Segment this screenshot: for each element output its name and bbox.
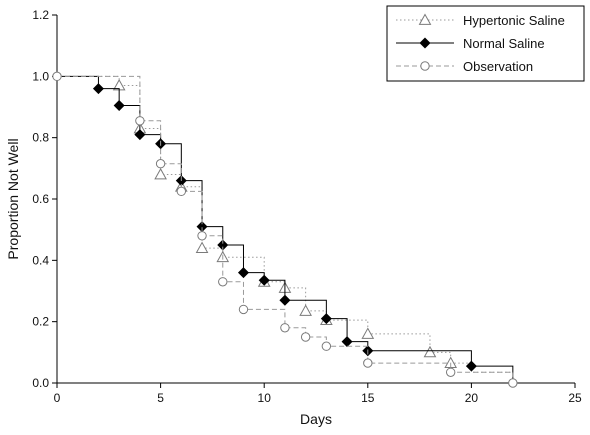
y-tick-label: 1.0 bbox=[32, 69, 49, 83]
data-point bbox=[197, 231, 207, 241]
x-axis-title: Days bbox=[300, 411, 332, 427]
data-point bbox=[134, 129, 146, 141]
legend: Hypertonic Saline Normal Saline Observatio… bbox=[386, 5, 585, 82]
x-tick-label: 15 bbox=[361, 391, 375, 405]
y-tick-label: 0.6 bbox=[32, 192, 49, 206]
legend-marker bbox=[420, 61, 430, 71]
y-tick-label: 0.8 bbox=[32, 131, 49, 145]
legend-label: Observation bbox=[463, 59, 533, 74]
data-point bbox=[299, 304, 312, 316]
data-point bbox=[445, 367, 456, 377]
series-line bbox=[57, 75, 514, 383]
data-point bbox=[238, 304, 249, 315]
y-axis-title: Proportion Not Well bbox=[5, 138, 21, 259]
legend-label: Hypertonic Saline bbox=[463, 13, 565, 28]
x-tick-label: 25 bbox=[568, 391, 582, 405]
data-point bbox=[135, 116, 145, 126]
data-point bbox=[341, 336, 353, 348]
y-tick-label: 0.2 bbox=[32, 315, 49, 329]
legend-item: Normal Saline bbox=[396, 36, 545, 51]
data-point bbox=[321, 341, 332, 351]
x-tick-label: 5 bbox=[157, 391, 164, 405]
data-point bbox=[218, 277, 228, 287]
data-point bbox=[279, 294, 291, 306]
legend-label: Normal Saline bbox=[463, 36, 545, 51]
y-tick-label: 1.2 bbox=[32, 8, 49, 22]
data-point bbox=[423, 345, 437, 358]
data-point bbox=[155, 159, 166, 169]
data-point bbox=[113, 99, 125, 111]
data-point bbox=[320, 313, 332, 325]
series-hypertonic-saline bbox=[57, 75, 514, 383]
data-point bbox=[176, 186, 187, 197]
legend-item: Hypertonic Saline bbox=[396, 13, 565, 28]
data-point bbox=[154, 167, 167, 180]
legend-item: Observation bbox=[396, 59, 533, 74]
data-point bbox=[361, 327, 375, 339]
data-point bbox=[300, 332, 311, 342]
data-point bbox=[363, 358, 373, 368]
data-point bbox=[465, 360, 477, 372]
series-line bbox=[57, 75, 514, 383]
data-point bbox=[237, 267, 249, 279]
y-tick-label: 0.4 bbox=[32, 253, 49, 267]
legend-marker bbox=[418, 13, 432, 25]
series-layer bbox=[52, 71, 518, 388]
x-tick-label: 20 bbox=[465, 391, 479, 405]
series-line bbox=[57, 75, 514, 383]
series-normal-saline bbox=[57, 75, 514, 383]
series-observation bbox=[52, 71, 518, 388]
y-tick-label: 0.0 bbox=[32, 376, 49, 390]
x-tick-label: 0 bbox=[54, 391, 61, 405]
data-point bbox=[258, 274, 270, 286]
data-point bbox=[92, 83, 104, 95]
legend-marker bbox=[419, 37, 431, 49]
data-point bbox=[52, 71, 62, 82]
data-point bbox=[280, 323, 290, 333]
data-point bbox=[195, 241, 209, 253]
data-point bbox=[508, 378, 518, 388]
x-tick-label: 10 bbox=[258, 391, 272, 405]
axes: 0 5 10 15 20 25 0.0 0.2 0.4 0.6 0.8 1.0 1.2 bbox=[32, 8, 582, 405]
